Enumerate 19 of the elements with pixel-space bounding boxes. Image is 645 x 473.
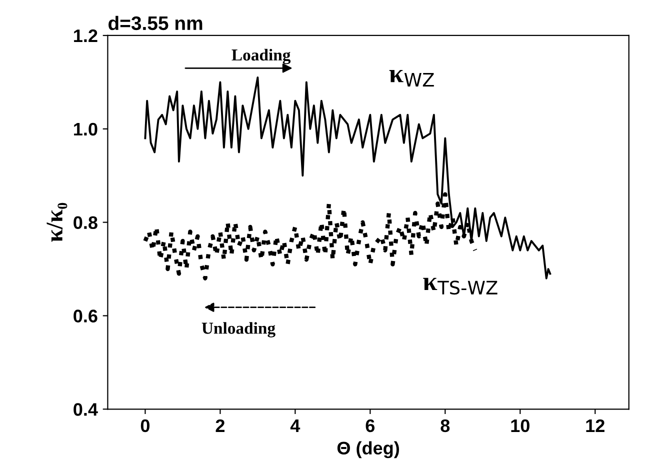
series-label: κ$_{WZ}$	[389, 70, 434, 86]
y-tick-label: 0.4	[74, 403, 98, 416]
x-tick-label: 2	[216, 419, 224, 432]
x-tick-label: 0	[140, 419, 150, 432]
y-tick-label: 1.2	[74, 29, 98, 42]
series-label: κ$_{TS-WZ}$	[423, 278, 498, 295]
y-tick-label: 1.0	[74, 122, 98, 136]
x-tick-label: 12	[586, 419, 604, 432]
annotation: Loading	[232, 48, 291, 64]
y-axis-title: κ/κ₀	[46, 202, 68, 242]
y-tick-label: 0.6	[74, 310, 98, 322]
chart-title: d=3.55 nm	[108, 16, 202, 30]
x-tick-label: 4	[290, 420, 300, 432]
annotation: Unloading	[202, 322, 276, 338]
x-tick-label: 6	[366, 419, 375, 432]
x-tick-label: 8	[440, 419, 450, 432]
x-axis-title: Θ (deg)	[337, 441, 399, 458]
x-tick-label: 10	[511, 419, 530, 432]
y-tick-label: 0.8	[74, 216, 98, 230]
